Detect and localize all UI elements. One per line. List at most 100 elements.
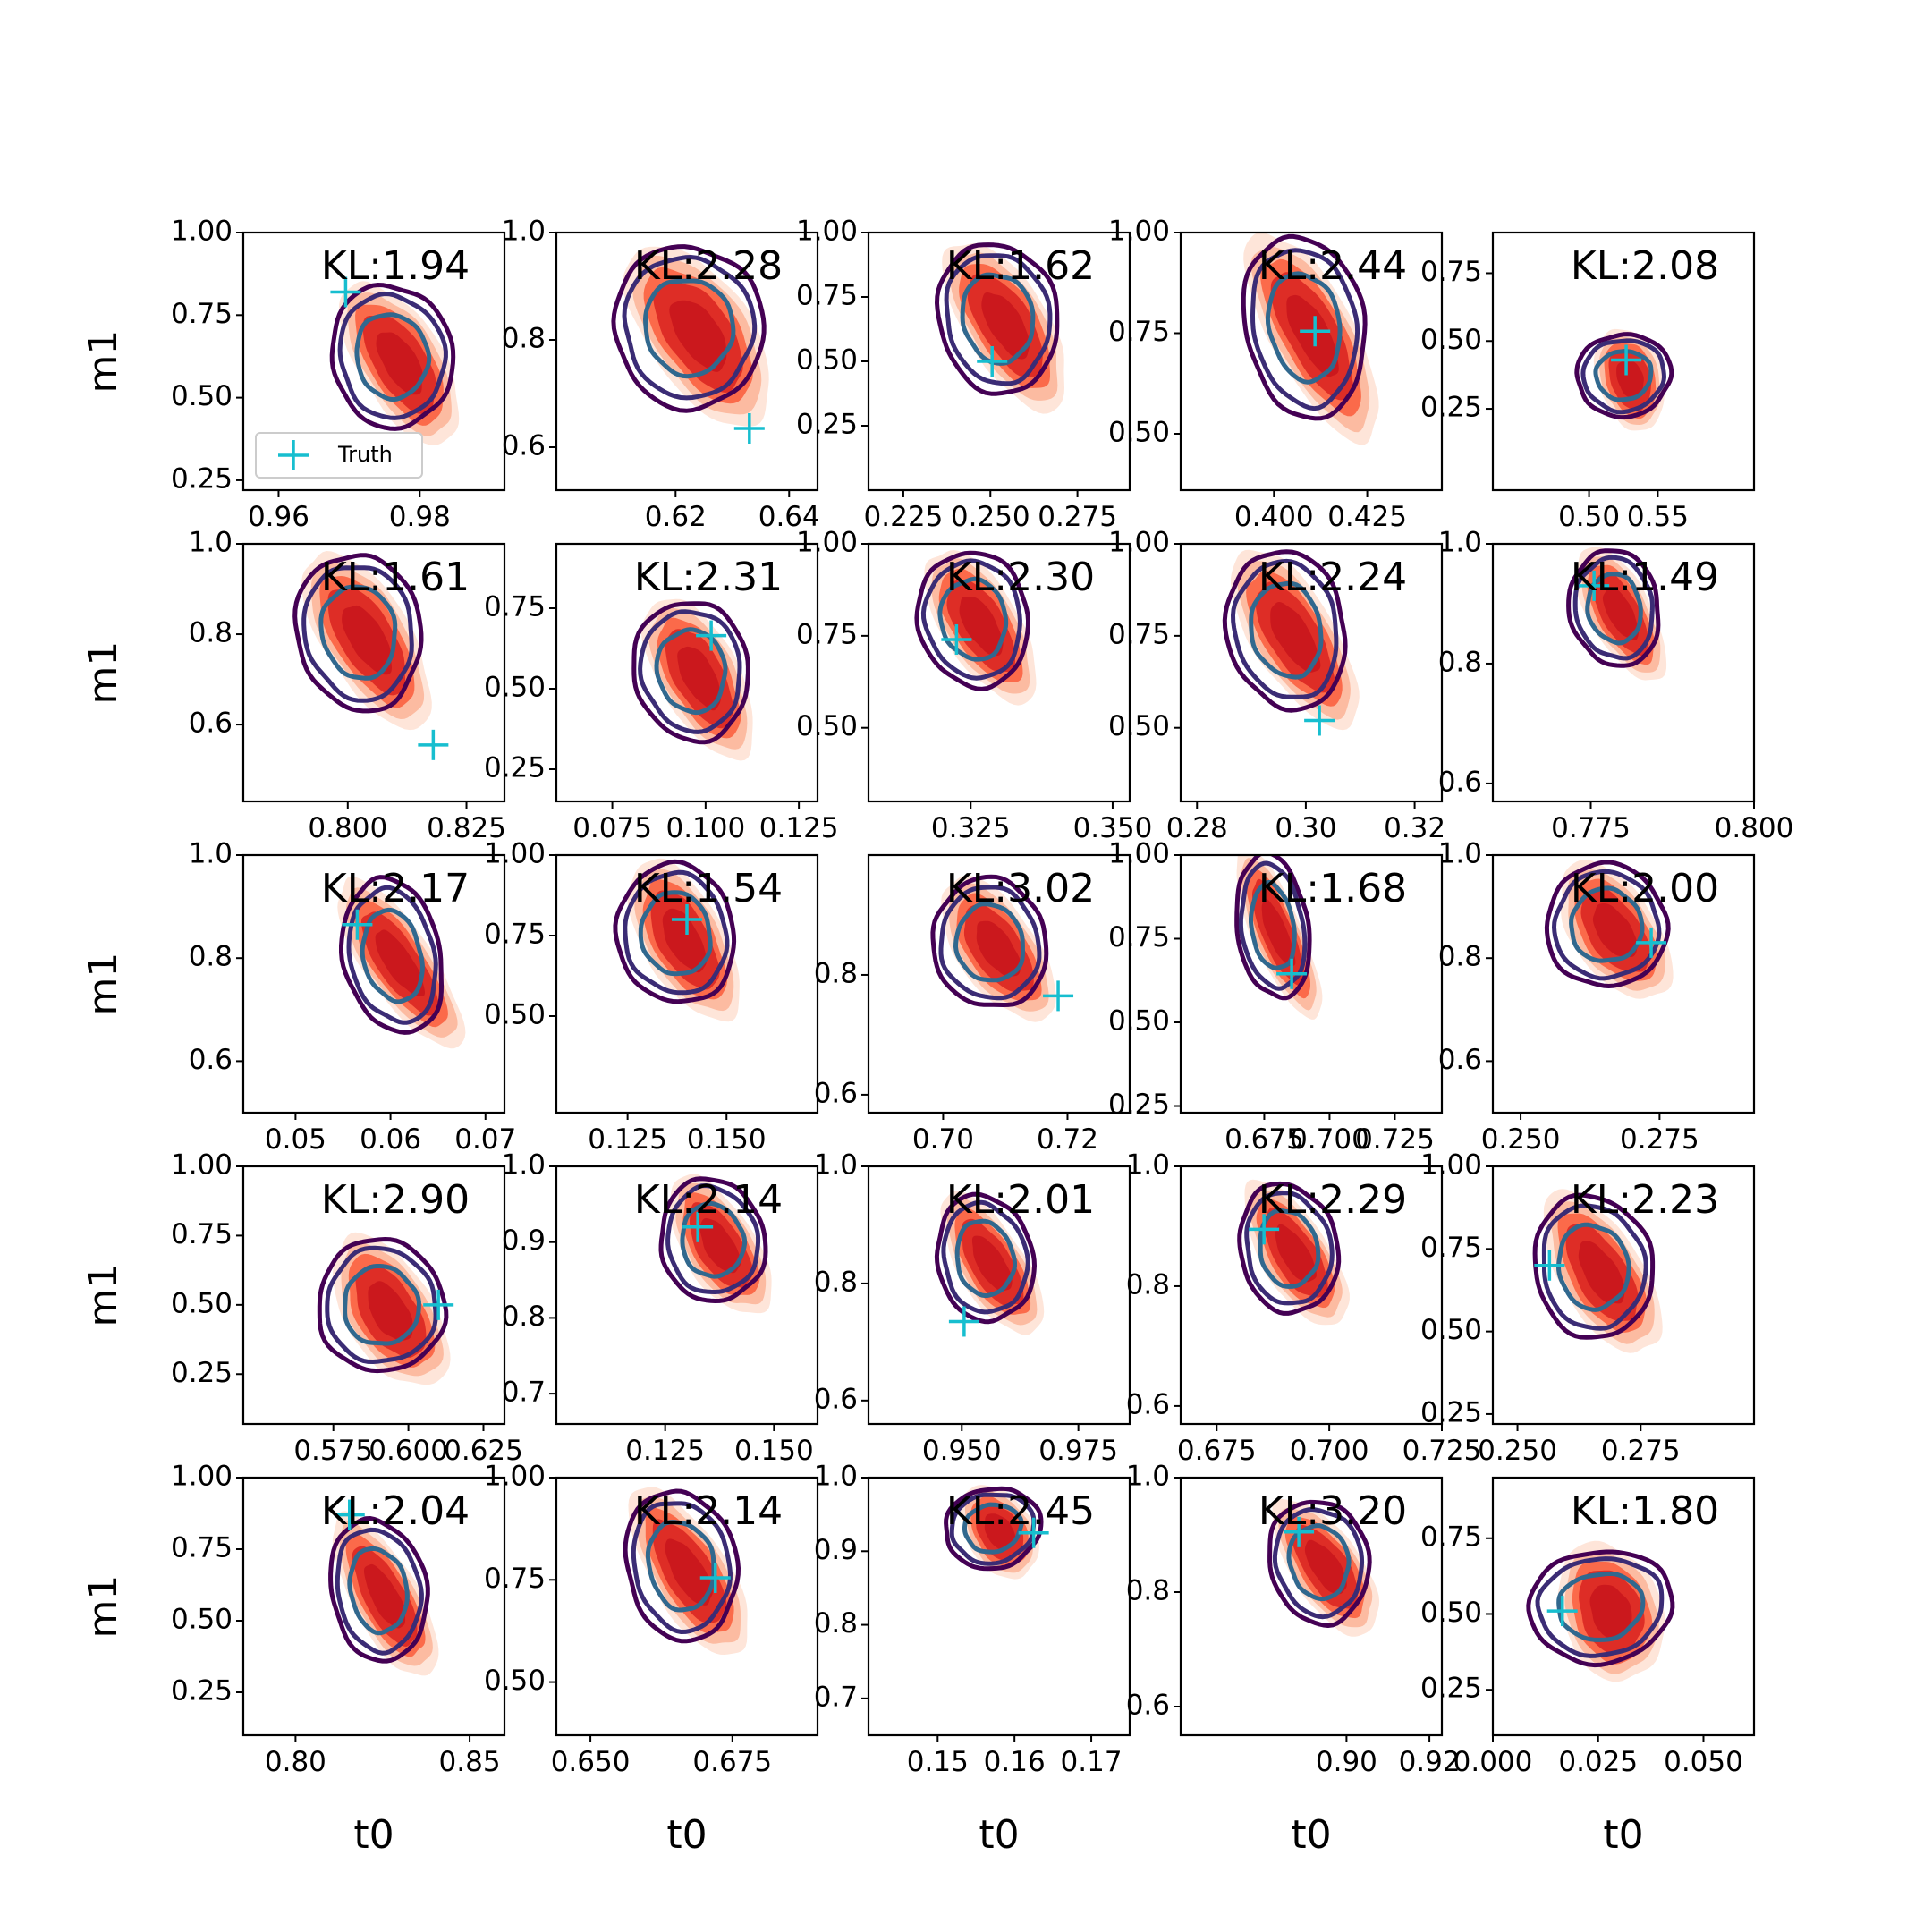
- y-tick-label: 0.8: [1126, 1268, 1170, 1301]
- kl-label: KL:1.94: [321, 243, 470, 289]
- x-tick-label: 0.775: [1551, 812, 1631, 844]
- subplot-18: KL:2.01 0.6 0.8 1.0 0.950 0.975: [814, 1149, 1131, 1467]
- contour-middle: [1572, 555, 1655, 661]
- y-tick-label: 0.75: [484, 1563, 546, 1595]
- x-tick-label: 0.55: [1627, 501, 1689, 533]
- density-fill-level-1: [364, 1563, 406, 1629]
- kl-label: KL:2.23: [1571, 1177, 1719, 1223]
- x-tick-label: 0.250: [1481, 1123, 1561, 1156]
- y-tick-label: 0.75: [1108, 618, 1170, 650]
- y-tick-label: 1.0: [1126, 1149, 1170, 1182]
- x-tick-label: 0.725: [1355, 1123, 1435, 1156]
- y-tick-label: 1.0: [814, 1149, 858, 1182]
- plot-frame: [867, 542, 1131, 803]
- y-tick-label: 0.50: [1420, 324, 1482, 356]
- contour-inner: [654, 627, 728, 716]
- kl-label: KL:2.44: [1258, 243, 1407, 289]
- plot-frame: [555, 1165, 819, 1426]
- x-tick-label: 0.675: [1177, 1435, 1257, 1467]
- contour-middle: [335, 1527, 424, 1656]
- contour-outer: [934, 1191, 1037, 1325]
- x-tick-label: 0.625: [444, 1435, 523, 1467]
- y-tick-label: 0.8: [814, 957, 858, 989]
- contour-inner: [962, 1502, 1024, 1555]
- contour-outer: [914, 550, 1030, 691]
- contour-middle: [301, 565, 414, 703]
- kl-label: KL:2.28: [634, 243, 783, 289]
- truth-marker: [733, 413, 765, 444]
- legend-truth-marker: [278, 440, 309, 470]
- truth-marker: [1276, 958, 1308, 989]
- plot-frame: [867, 1476, 1131, 1737]
- contour-outer: [1526, 1549, 1675, 1668]
- truth-marker: [1304, 705, 1335, 736]
- kl-label: KL:2.90: [321, 1177, 470, 1223]
- contour-middle: [1250, 248, 1360, 411]
- kl-label: KL:2.08: [1571, 243, 1719, 289]
- x-tick-label: 0.85: [439, 1746, 501, 1778]
- kl-label: KL:2.01: [946, 1177, 1095, 1223]
- contour-middle: [1238, 860, 1308, 991]
- x-tick-label: 0.800: [308, 812, 387, 844]
- contour-inner: [954, 1218, 1017, 1298]
- plot-frame: [1179, 542, 1444, 803]
- contour-inner: [953, 902, 1025, 983]
- y-tick-label: 0.6: [1438, 766, 1482, 798]
- y-tick-label: 0.25: [171, 462, 233, 495]
- density-fill-level-1: [677, 646, 721, 711]
- plot-frame: [555, 1476, 819, 1737]
- plot-frame: [555, 542, 819, 803]
- plot-frame: [242, 1476, 506, 1737]
- x-tick-label: 0.125: [625, 1435, 705, 1467]
- contour-inner: [343, 1264, 421, 1346]
- x-tick-label: 0.675: [692, 1746, 772, 1778]
- x-tick-label: 0.32: [1384, 812, 1445, 844]
- contour-middle: [949, 1492, 1037, 1566]
- y-tick-label: 0.50: [1420, 1597, 1482, 1629]
- y-tick-label: 0.6: [1126, 1690, 1170, 1722]
- y-tick-label: 0.8: [189, 941, 233, 973]
- subplot-12: KL:1.54 0.50 0.75 1.00 0.125 0.150: [484, 838, 819, 1156]
- truth-marker: [1284, 1516, 1315, 1547]
- y-axis-label-row-5: m1: [80, 1575, 126, 1639]
- contour-outer: [1566, 548, 1661, 668]
- x-tick-label: 0.700: [1290, 1123, 1369, 1156]
- y-tick-label: 1.0: [1438, 527, 1482, 559]
- contour-middle: [665, 1183, 761, 1294]
- contour-outer: [1234, 855, 1312, 1001]
- y-tick-label: 1.00: [1108, 216, 1170, 248]
- truth-marker: [330, 276, 361, 308]
- truth-marker: [423, 1289, 454, 1320]
- x-tick-label: 0.275: [1038, 501, 1117, 533]
- subplot-20: KL:2.23 0.25 0.50 0.75 1.00 0.250 0.275: [1420, 1149, 1756, 1467]
- x-axis-label-col-2: t0: [666, 1812, 707, 1858]
- x-tick-label: 0.90: [1316, 1746, 1377, 1778]
- y-tick-label: 0.75: [171, 298, 233, 330]
- truth-marker: [1579, 570, 1610, 601]
- y-tick-label: 0.50: [484, 1665, 546, 1697]
- subplot-11: KL:2.17 0.6 0.8 1.0 0.05 0.06 0.07: [189, 838, 517, 1157]
- subplot-21: KL:2.04 0.25 0.50 0.75 1.00 0.80 0.85: [171, 1461, 506, 1778]
- contour-outer: [329, 283, 456, 431]
- density-fill-level-1: [368, 1281, 413, 1341]
- x-tick-label: 0.98: [389, 501, 451, 533]
- x-tick-label: 0.425: [1327, 501, 1407, 533]
- subplot-3: KL:1.62 0.25 0.50 0.75 1.00 0.225 0.250 0.275: [796, 216, 1131, 533]
- y-tick-label: 0.8: [502, 323, 546, 355]
- subplot-13: KL:3.02 0.6 0.8 0.70 0.72: [814, 853, 1131, 1156]
- x-tick-label: 0.72: [1037, 1123, 1098, 1156]
- truth-marker: [948, 1306, 979, 1337]
- y-tick-label: 0.7: [502, 1377, 546, 1409]
- truth-marker: [342, 909, 373, 940]
- density-fill-level-1: [1578, 1241, 1625, 1304]
- x-tick-label: 0.325: [931, 812, 1011, 844]
- plot-frame: [1491, 231, 1756, 492]
- subplot-4: KL:2.44 0.50 0.75 1.00 0.400 0.425: [1108, 216, 1444, 533]
- x-axis-label-col-1: t0: [353, 1812, 394, 1858]
- y-tick-label: 0.8: [814, 1607, 858, 1640]
- y-tick-label: 0.25: [1420, 392, 1482, 424]
- y-tick-label: 1.00: [1108, 838, 1170, 870]
- density-fill-level-1: [984, 1513, 1015, 1551]
- density-fill-level-1: [1261, 898, 1296, 966]
